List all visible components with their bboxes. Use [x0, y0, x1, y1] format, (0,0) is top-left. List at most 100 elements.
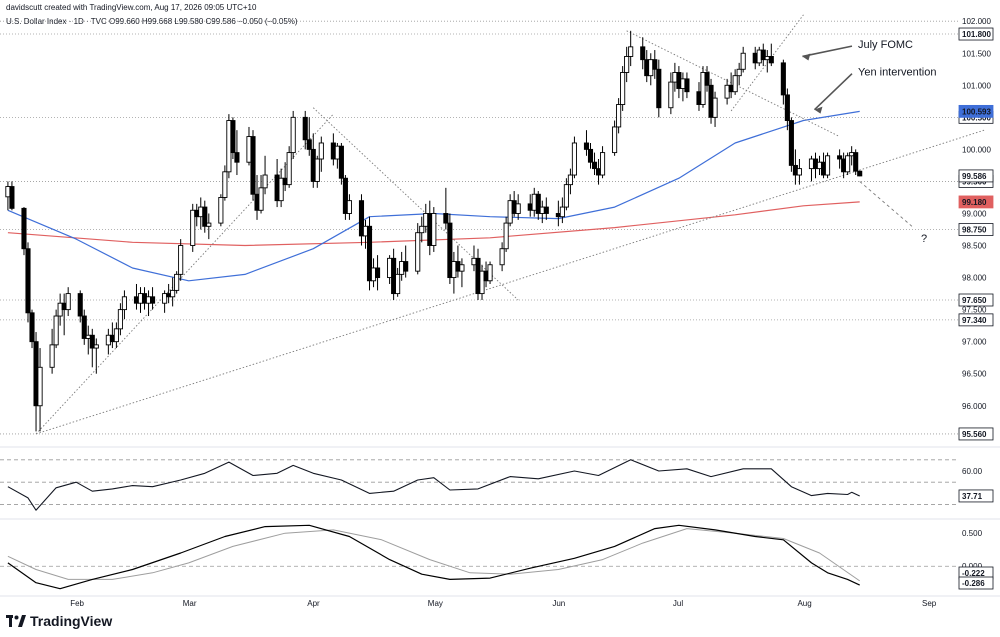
annotation-arrow	[802, 45, 853, 58]
rsi-line	[7, 459, 860, 511]
price-tick-label: 99.000	[962, 209, 987, 218]
candle-body	[338, 145, 344, 179]
price-tag-box	[958, 195, 994, 209]
price-tick-label: 98.500	[962, 242, 987, 251]
annotations-layer: July FOMC Yen intervention?	[802, 39, 937, 245]
price-tag-label: 100.593	[962, 107, 991, 116]
candle-body	[218, 197, 224, 224]
rsi-value-tag	[958, 489, 994, 503]
candle-body	[314, 158, 320, 182]
candle-body	[113, 328, 119, 343]
candle-body	[628, 46, 634, 57]
candle-body	[121, 296, 127, 311]
candle-body	[612, 126, 618, 154]
trendline	[35, 113, 334, 435]
candle-body	[788, 120, 794, 166]
candle-body	[81, 315, 87, 339]
candle-body	[567, 174, 573, 186]
candle-body	[290, 116, 296, 154]
candle-body	[583, 142, 590, 150]
candle-body	[668, 81, 674, 109]
price-tag-box	[958, 169, 994, 183]
price-axis-layer: 96.000 96.500 97.000 97.500 98.000 98.500 99.0…	[70, 17, 994, 608]
time-tick-label: Apr	[307, 599, 320, 608]
candle-body	[712, 97, 718, 118]
rsi-value-label: 37.71	[962, 492, 983, 501]
candle-body	[515, 203, 521, 214]
price-tag-label: 99.180	[962, 198, 987, 207]
candle-body	[443, 213, 449, 224]
candle-body	[535, 193, 541, 214]
candle-body	[117, 309, 123, 330]
price-tick-label: 101.500	[962, 49, 991, 58]
macd-line	[7, 524, 860, 590]
candle-body	[760, 49, 766, 61]
candle-body	[346, 200, 352, 214]
candle-body	[600, 152, 606, 176]
candle-body	[25, 248, 31, 314]
time-tick-label: May	[428, 599, 443, 608]
candle-body	[784, 94, 790, 121]
candle-body	[403, 261, 409, 272]
price-tag-label: 99.586	[962, 172, 987, 181]
candle-body	[190, 209, 196, 246]
price-tick-label: 102.000	[962, 17, 991, 26]
time-tick-label: Mar	[183, 599, 197, 608]
candle-body	[704, 72, 710, 86]
ma50-line	[7, 110, 860, 282]
candle-body	[543, 206, 549, 214]
macd-value-tag	[958, 576, 994, 590]
level-tag-box	[958, 313, 994, 327]
level-tag-box	[958, 293, 994, 307]
candle-body	[170, 289, 176, 298]
candle-body	[37, 366, 43, 407]
price-tick-label: 98.000	[962, 274, 987, 283]
candle-body	[616, 104, 622, 128]
price-tick-label: 97.000	[962, 338, 987, 347]
candle-body	[230, 120, 236, 154]
candle-body	[89, 334, 95, 349]
price-tick-label: 101.000	[962, 81, 991, 90]
candle-body	[395, 273, 401, 295]
annotation-label: Yen intervention	[858, 67, 937, 79]
level-tag-label: 95.560	[962, 430, 987, 439]
candle-body	[479, 270, 485, 295]
candles-layer	[5, 30, 863, 432]
macd-tick-label: 0.500	[962, 529, 983, 538]
candle-body	[366, 225, 373, 282]
trendline	[626, 30, 840, 137]
ma200-line	[7, 201, 860, 247]
candle-body	[700, 72, 706, 105]
trendline	[312, 107, 519, 301]
candle-body	[53, 315, 59, 346]
time-tick-label: Feb	[70, 599, 84, 608]
brand-footer[interactable]: TradingView	[6, 611, 112, 631]
candle-body	[587, 148, 594, 163]
candle-body	[375, 267, 381, 279]
candle-body	[853, 152, 859, 172]
tradingview-logo-icon	[6, 615, 26, 627]
candle-body	[656, 68, 662, 109]
candle-body	[278, 177, 284, 202]
candle-body	[93, 344, 99, 349]
candle-body	[740, 52, 746, 70]
candle-body	[318, 142, 324, 160]
candle-body	[431, 213, 437, 246]
candle-body	[21, 207, 27, 250]
candle-body	[571, 142, 577, 176]
time-tick-label: Jul	[673, 599, 683, 608]
macd-value-label: -0.222	[962, 569, 985, 578]
candle-body	[591, 161, 598, 170]
annotation-arrow	[813, 73, 853, 111]
candle-body	[732, 75, 738, 93]
candle-body	[178, 245, 184, 275]
symbol-info-line: U.S. Dollar Index · 1D · TVC O99.660 H99…	[6, 17, 298, 26]
level-tag-label: 100.500	[962, 113, 991, 122]
candle-body	[206, 222, 212, 227]
brand-name: TradingView	[30, 613, 113, 629]
level-tag-box	[958, 223, 994, 236]
candle-body	[29, 312, 35, 343]
candle-body	[447, 222, 453, 279]
candle-body	[780, 62, 786, 96]
